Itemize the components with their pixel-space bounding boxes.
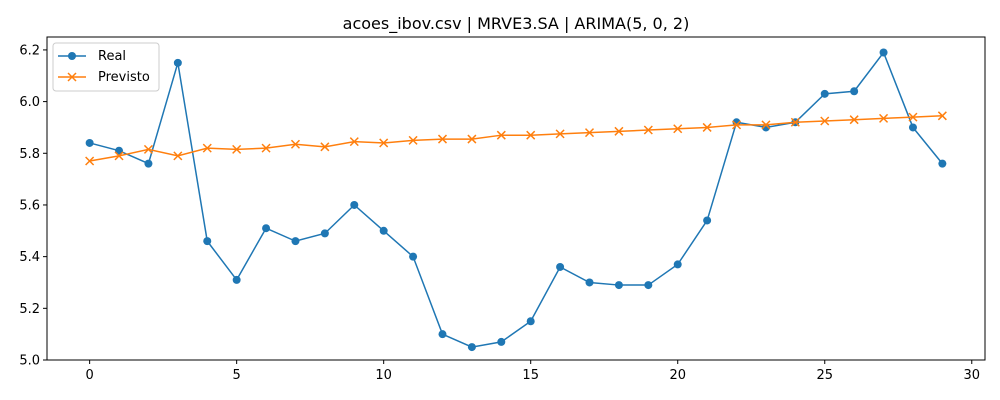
data-point-previsto xyxy=(702,122,712,132)
x-tick-label: 10 xyxy=(375,368,392,383)
data-point-previsto xyxy=(937,111,947,121)
chart-title: acoes_ibov.csv | MRVE3.SA | ARIMA(5, 0, … xyxy=(343,14,690,34)
x-tick-label: 5 xyxy=(233,368,241,383)
data-point-real xyxy=(409,252,418,261)
legend-previsto-label: Previsto xyxy=(98,70,150,85)
data-point-real xyxy=(556,262,565,271)
x-tick-label: 0 xyxy=(85,368,93,383)
series-line-real xyxy=(89,50,943,348)
data-point-previsto xyxy=(85,156,95,166)
data-point-previsto xyxy=(761,120,771,130)
data-point-real xyxy=(144,159,153,168)
legend-box xyxy=(52,42,160,92)
data-point-real xyxy=(232,275,241,284)
data-point-previsto xyxy=(467,134,477,144)
data-point-real xyxy=(644,281,653,290)
series-line-previsto xyxy=(89,115,943,162)
axis-ticks: 0 5 10 15 20 25 30 5.0 5.2 5.4 5.6 5.8 6.0 6.2 xyxy=(19,43,980,383)
data-point-previsto xyxy=(790,117,800,127)
data-point-real xyxy=(614,281,623,290)
data-point-previsto xyxy=(408,135,418,145)
data-point-real xyxy=(203,237,212,246)
data-point-real xyxy=(115,146,124,155)
y-tick-label: 5.0 xyxy=(19,354,40,369)
y-tick-label: 5.2 xyxy=(19,302,40,317)
x-tick-label: 25 xyxy=(816,368,833,383)
y-tick-label: 5.4 xyxy=(19,250,40,265)
data-point-real xyxy=(938,159,947,168)
y-tick-label: 5.6 xyxy=(19,198,40,213)
data-point-real xyxy=(173,58,182,67)
data-point-real xyxy=(673,260,682,269)
data-point-previsto xyxy=(173,151,183,161)
data-point-previsto xyxy=(643,125,653,135)
data-point-real xyxy=(350,200,359,209)
data-point-real xyxy=(526,317,535,326)
data-point-previsto xyxy=(349,137,359,147)
x-tick-label: 30 xyxy=(963,368,980,383)
data-point-previsto xyxy=(614,126,624,136)
data-point-real xyxy=(438,330,447,339)
data-point-previsto xyxy=(202,143,212,153)
data-point-real xyxy=(585,278,594,287)
data-point-real xyxy=(850,87,859,96)
y-tick-label: 6.0 xyxy=(19,95,40,110)
x-tick-label: 15 xyxy=(522,368,539,383)
data-point-previsto xyxy=(320,142,330,152)
y-tick-label: 5.8 xyxy=(19,147,40,162)
data-point-previsto xyxy=(820,116,830,126)
legend-real-marker xyxy=(68,52,76,60)
data-point-previsto xyxy=(526,130,536,140)
x-tick-label: 20 xyxy=(669,368,686,383)
data-point-real xyxy=(908,123,917,132)
data-point-real xyxy=(320,229,329,238)
data-point-previsto xyxy=(555,129,565,139)
legend: Real Previsto xyxy=(52,42,160,92)
y-tick-label: 6.2 xyxy=(19,43,40,58)
data-point-real xyxy=(291,237,300,246)
data-point-previsto xyxy=(114,151,124,161)
plot-frame xyxy=(46,36,986,361)
data-point-real xyxy=(703,216,712,225)
data-point-previsto xyxy=(379,138,389,148)
data-point-real xyxy=(262,224,271,233)
data-point-previsto xyxy=(673,124,683,134)
data-point-previsto xyxy=(261,143,271,153)
data-point-previsto xyxy=(879,113,889,123)
data-point-previsto xyxy=(849,115,859,125)
plot-marks xyxy=(85,48,947,352)
data-point-previsto xyxy=(143,144,153,154)
data-point-previsto xyxy=(437,134,448,144)
data-point-real xyxy=(497,337,506,346)
data-point-previsto xyxy=(732,120,742,130)
data-point-previsto xyxy=(584,128,595,138)
legend-previsto-marker xyxy=(67,72,77,82)
data-point-previsto xyxy=(908,112,918,122)
data-point-real xyxy=(820,89,829,98)
data-point-previsto xyxy=(232,144,242,154)
data-point-real xyxy=(467,343,476,352)
data-point-previsto xyxy=(290,139,300,149)
data-point-previsto xyxy=(496,130,506,140)
data-point-real xyxy=(379,226,388,235)
data-point-real xyxy=(85,138,94,147)
legend-real-label: Real xyxy=(98,49,126,64)
data-point-real xyxy=(879,48,888,57)
